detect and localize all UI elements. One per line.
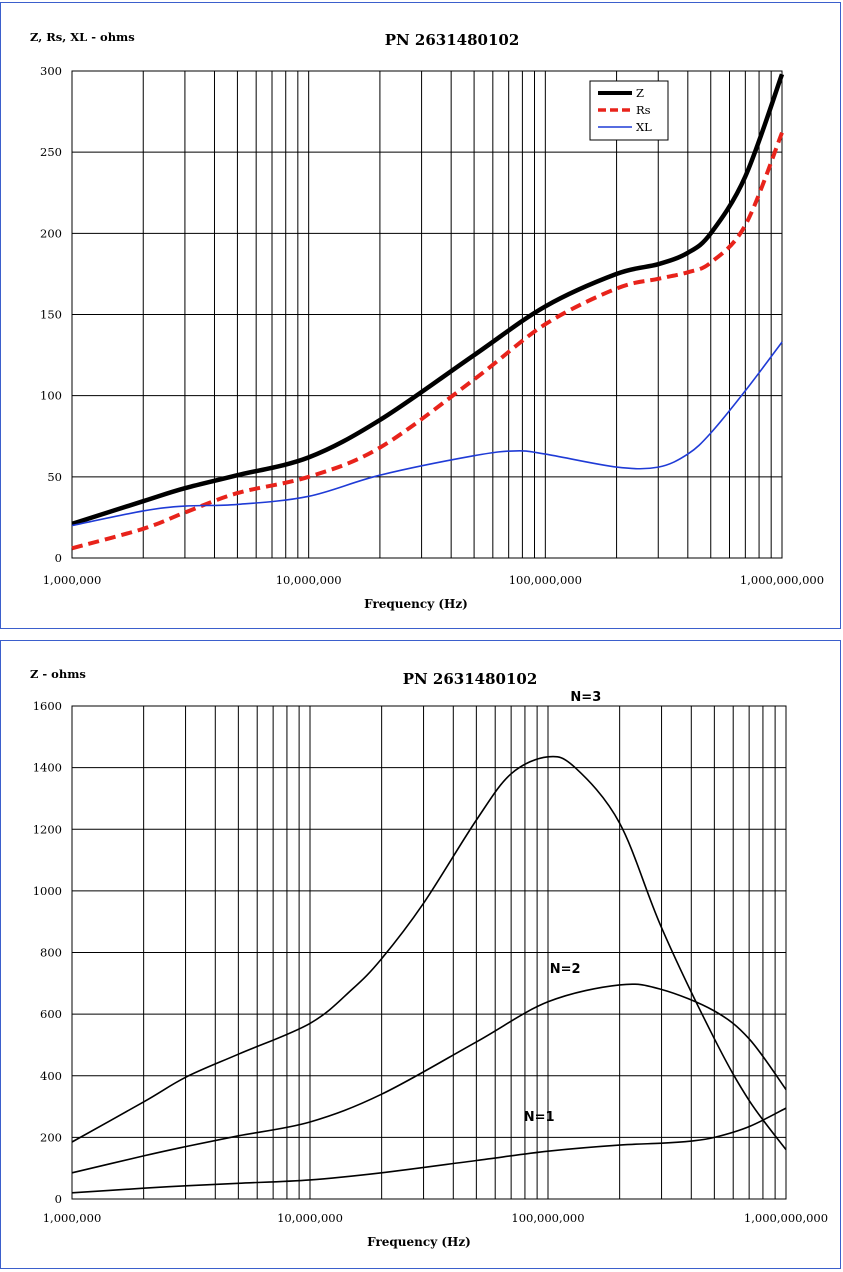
chart-title: PN 2631480102 [403, 670, 538, 688]
legend-label-xl: XL [636, 120, 652, 134]
plot-area-border [71, 70, 783, 559]
series-line-n-3 [71, 755, 787, 1151]
chart-frame [0, 2, 841, 629]
x-tick-label: 10,000,000 [276, 573, 342, 587]
chart-title: PN 2631480102 [385, 31, 520, 49]
chart-frame [0, 640, 841, 1269]
legend-label-z: Z [636, 86, 644, 100]
series-line-xl [71, 341, 783, 527]
curve-label-n-3: N=3 [570, 690, 601, 705]
y-tick-label: 1200 [33, 822, 62, 836]
x-tick-label: 10,000,000 [277, 1211, 343, 1225]
x-tick-label: 100,000,000 [509, 573, 582, 587]
x-tick-label: 100,000,000 [511, 1211, 584, 1225]
chart-impedance-components: 0 50 100 150 200 250 300 1,000,000 10,000,000 100… [0, 2, 841, 629]
x-tick-label: 1,000,000,000 [740, 573, 824, 587]
y-tick-label: 1600 [33, 699, 62, 713]
y-tick-label: 800 [40, 946, 62, 960]
x-axis-label: Frequency (Hz) [367, 1235, 471, 1249]
curve-label-n-2: N=2 [550, 962, 581, 977]
y-tick-label: 1400 [33, 761, 62, 775]
y-tick-label: 600 [40, 1007, 62, 1021]
y-tick-label: 200 [40, 226, 62, 240]
x-tick-label: 1,000,000,000 [744, 1211, 828, 1225]
y-tick-label: 250 [40, 145, 62, 159]
x-tick-label: 1,000,000 [43, 1211, 102, 1225]
y-tick-label: 0 [55, 1192, 62, 1206]
chart-panel-impedance-by-turns: 0 200 400 600 800 1000 1200 1400 1600 1,000,000 10… [0, 640, 843, 1272]
x-axis-label: Frequency (Hz) [364, 597, 468, 611]
series-line-rs [71, 131, 784, 551]
y-axis-label: Z, Rs, XL - ohms [30, 30, 135, 44]
y-tick-label: 300 [40, 64, 62, 78]
series-line-n-2 [71, 983, 787, 1174]
y-tick-label: 150 [40, 308, 62, 322]
series-line-z [71, 73, 785, 527]
y-axis-label: Z - ohms [30, 667, 86, 681]
y-tick-label: 400 [40, 1069, 62, 1083]
plot-area-border [71, 705, 787, 1200]
legend-label-rs: Rs [636, 103, 651, 117]
y-tick-label: 100 [40, 389, 62, 403]
series-line-n-1 [71, 1107, 787, 1194]
y-tick-label: 50 [47, 470, 62, 484]
y-tick-label: 1000 [33, 884, 62, 898]
curve-label-n-1: N=1 [524, 1110, 555, 1125]
x-tick-label: 1,000,000 [43, 573, 102, 587]
chart-panel-impedance-components: 0 50 100 150 200 250 300 1,000,000 10,000,000 100… [0, 0, 843, 632]
legend: Z Rs XL [589, 80, 669, 141]
y-tick-label: 0 [55, 551, 62, 565]
panel-divider [0, 632, 843, 640]
chart-impedance-by-turns: 0 200 400 600 800 1000 1200 1400 1600 1,000,000 10… [0, 640, 841, 1269]
y-tick-label: 200 [40, 1130, 62, 1144]
